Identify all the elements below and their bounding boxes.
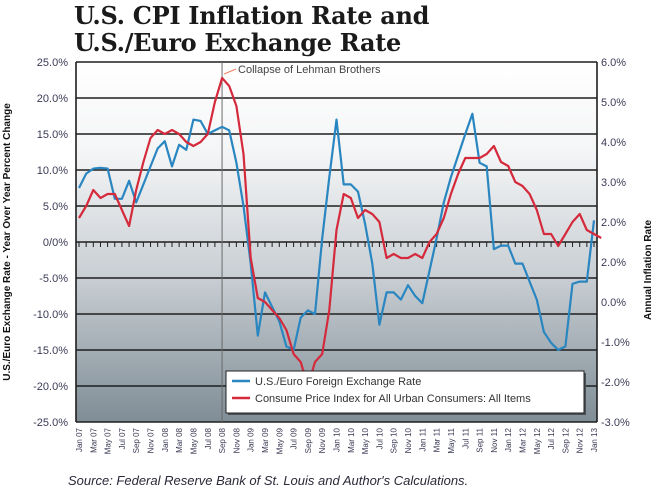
right-tick-label: 3.0%: [601, 177, 626, 189]
x-tick-label: Mar 12: [518, 427, 527, 452]
right-tick-label: -1.0%: [601, 337, 630, 349]
x-tick-label: May 07: [104, 427, 113, 454]
lehman-annotation: Collapse of Lehman Brothers: [238, 64, 381, 76]
left-tick-label: 20.0%: [37, 93, 68, 105]
x-tick-label: Mar 10: [347, 427, 356, 452]
left-tick-label: -5.0%: [39, 273, 68, 285]
x-tick-label: Jul 11: [461, 427, 470, 448]
left-tick-label: -10.0%: [33, 309, 68, 321]
x-tick-label: May 10: [361, 427, 370, 454]
x-tick-label: Sep 09: [304, 427, 313, 453]
x-tick-label: Nov 12: [576, 427, 585, 453]
legend-box: [225, 370, 585, 414]
x-tick-label: Nov 09: [318, 427, 327, 453]
x-tick-label: Jan 09: [247, 427, 256, 452]
left-tick-label: 15.0%: [37, 129, 68, 141]
x-tick-label: Sep 10: [390, 427, 399, 453]
right-tick-label: -2.0%: [601, 377, 630, 389]
x-tick-label: Jul 12: [547, 427, 556, 449]
chart-title-line1: U.S. CPI Inflation Rate and: [74, 1, 430, 30]
x-tick-label: Jan 11: [418, 427, 427, 451]
x-tick-label: Jul 10: [375, 427, 384, 449]
right-tick-label: 5.0%: [601, 97, 626, 109]
x-tick-label: Mar 07: [89, 427, 98, 452]
left-tick-label: 0/0%: [43, 237, 68, 249]
x-tick-label: Jul 09: [290, 427, 299, 449]
x-tick-label: Jul 08: [204, 427, 213, 449]
x-tick-label: Jan 07: [75, 427, 84, 452]
left-tick-label: -15.0%: [33, 345, 68, 357]
right-tick-label: 2.0%: [601, 217, 626, 229]
x-tick-label: Sep 08: [218, 427, 227, 453]
left-axis-title: U.S./Euro Exchange Rate - Year Over Year…: [2, 103, 13, 381]
right-tick-label: 4.0%: [601, 137, 626, 149]
right-tick-label: 2.0%: [601, 257, 626, 269]
x-tick-label: Sep 12: [561, 427, 570, 453]
x-tick-label: Nov 10: [404, 427, 413, 453]
right-tick-label: 6.0%: [601, 57, 626, 69]
chart-title: U.S. CPI Inflation Rate and U.S./Euro Ex…: [74, 2, 429, 56]
cpi-line: [78, 76, 602, 388]
x-tick-label: May 12: [533, 427, 542, 454]
right-tick-label: -3.0%: [601, 417, 630, 429]
legend-label: Consume Price Index for All Urban Consum…: [255, 393, 531, 405]
x-tick-label: Mar 08: [175, 427, 184, 452]
x-tick-label: May 09: [275, 427, 284, 454]
source-note: Source: Federal Reserve Bank of St. Loui…: [68, 473, 469, 488]
left-tick-label: 10.0%: [37, 165, 68, 177]
left-tick-label: -25.0%: [33, 417, 68, 429]
x-tick-label: Nov 11: [490, 427, 499, 452]
left-tick-label: -20.0%: [33, 381, 68, 393]
x-tick-label: Jan 10: [333, 427, 342, 452]
x-tick-label: Jan 12: [504, 427, 513, 452]
x-tick-label: May 08: [189, 427, 198, 454]
x-tick-label: May 11: [447, 427, 456, 453]
x-tick-label: Jul 07: [118, 427, 127, 449]
legend-label: U.S./Euro Foreign Exchange Rate: [255, 376, 421, 388]
annotation-leader: [223, 68, 237, 75]
x-tick-label: Nov 07: [147, 427, 156, 453]
x-tick-label: Mar 11: [433, 427, 442, 452]
x-tick-label: Jan 08: [161, 427, 170, 452]
chart-title-line2: U.S./Euro Exchange Rate: [74, 28, 402, 57]
x-tick-label: Sep 07: [132, 427, 141, 453]
x-tick-label: Mar 09: [261, 427, 270, 452]
left-tick-label: 5.0%: [43, 201, 68, 213]
left-tick-label: 25.0%: [37, 57, 68, 69]
right-tick-label: 0.0%: [601, 297, 626, 309]
x-tick-label: Sep 11: [476, 427, 485, 452]
x-tick-label: Jan 13: [590, 427, 599, 452]
right-axis-title: Annual Inflation Rate: [643, 220, 654, 320]
x-tick-label: Nov 08: [232, 427, 241, 453]
